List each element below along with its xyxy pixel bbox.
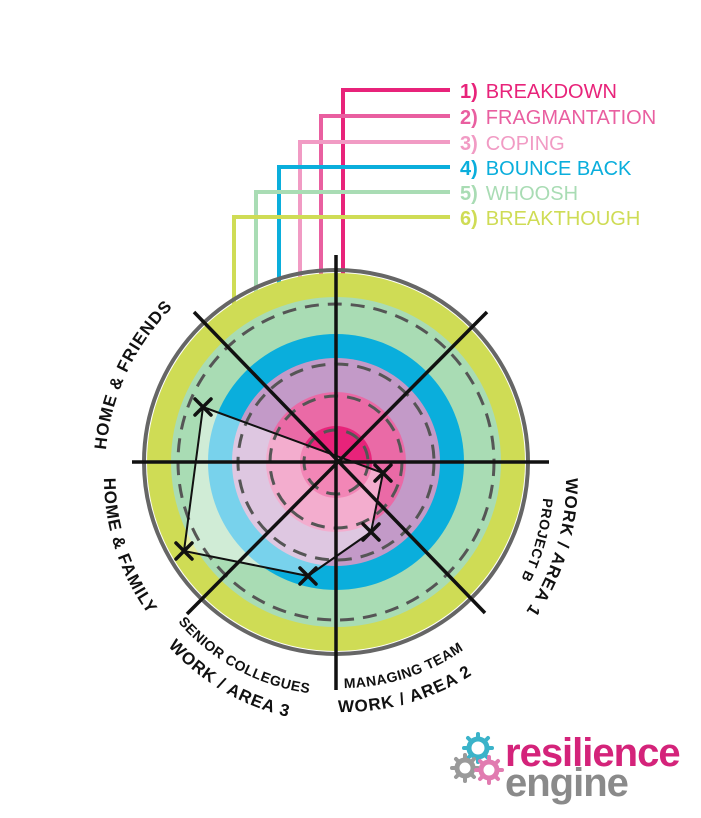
legend-item-2: 2) FRAGMANTATION (460, 107, 656, 129)
legend-label-6: BREAKTHOUGH (486, 208, 640, 230)
connector-breakthough (232, 215, 450, 320)
brand-word-engine: engine (505, 761, 628, 805)
marker-work-area2 (361, 522, 381, 542)
assessment-polygon-outline (182, 405, 385, 578)
legend-num-6: 6) (460, 208, 478, 230)
connector-whoosh (254, 190, 450, 326)
legend-num-3: 3) (460, 133, 478, 155)
legend-item-4: 4) BOUNCE BACK (460, 158, 632, 180)
legend-num-1: 1) (460, 81, 478, 103)
legend-label-3: COPING (486, 133, 565, 155)
marker-home-friends (193, 397, 213, 417)
legend-label-5: WHOOSH (486, 183, 578, 205)
marker-work-area1 (373, 463, 393, 483)
legend-item-6: 6) BREAKTHOUGH (460, 208, 640, 230)
marker-home-family (174, 541, 194, 561)
legend-num-4: 4) (460, 158, 478, 180)
legend-num-5: 5) (460, 183, 478, 205)
legend-label-1: BREAKDOWN (486, 81, 617, 103)
legend-item-3: 3) COPING (460, 133, 565, 155)
legend-label-2: FRAGMANTATION (486, 107, 656, 129)
brand-word-resilience: resilience (505, 731, 680, 775)
gear-icon (450, 753, 480, 783)
legend: 1) BREAKDOWN 2) FRAGMANTATION 3) COPING 4) B… (460, 81, 656, 230)
assessment-polygon-fill (184, 407, 383, 576)
segment-spokes (132, 255, 549, 690)
assessment-markers (174, 397, 393, 586)
legend-num-2: 2) (460, 107, 478, 129)
brand-logo: resilience engine (450, 731, 681, 805)
gear-icon (462, 732, 494, 764)
legend-label-4: BOUNCE BACK (486, 158, 632, 180)
legend-item-5: 5) WHOOSH (460, 183, 578, 205)
gear-icon (474, 755, 504, 785)
marker-work-area3 (298, 566, 318, 586)
spoke-diag-ne (185, 310, 489, 616)
legend-item-1: 1) BREAKDOWN (460, 81, 617, 103)
